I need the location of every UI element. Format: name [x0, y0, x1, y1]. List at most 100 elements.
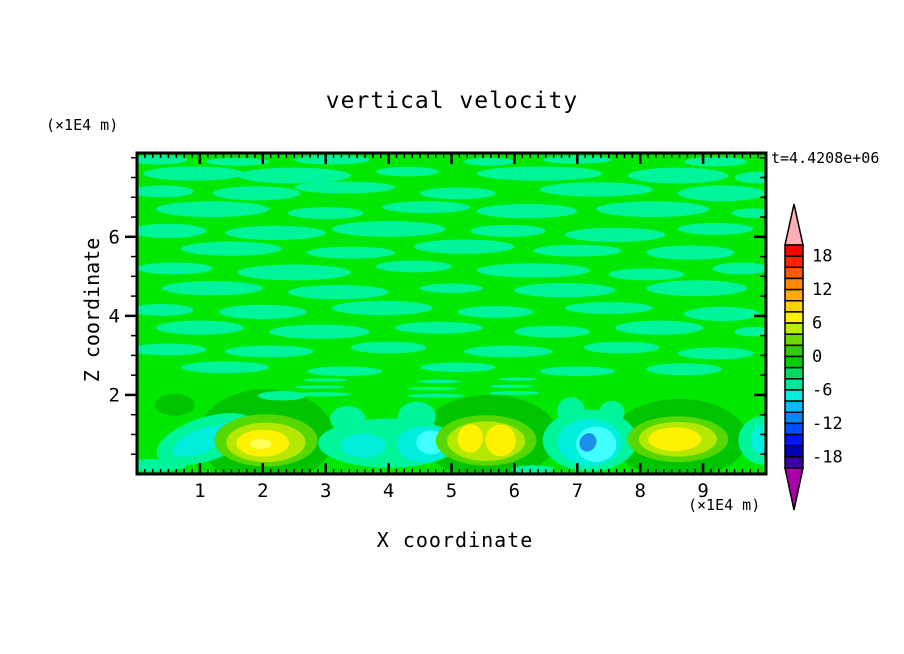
contour-blob-mint	[330, 406, 366, 432]
x-tick-label: 2	[257, 480, 268, 502]
contour-streak	[457, 305, 534, 318]
colorbar-label: 12	[812, 280, 832, 300]
contour-blob-yellow	[457, 424, 484, 453]
y-tick-label: 2	[109, 384, 120, 406]
x-tick-label: 6	[509, 480, 520, 502]
colorbar-label: -18	[812, 447, 843, 467]
contour-blob-bright_yellow	[250, 438, 272, 450]
contour-streak	[677, 185, 766, 202]
timestamp: t=4.4208e+06	[771, 149, 880, 167]
contour-blob-mint	[257, 390, 306, 401]
contour-blob-mint	[557, 397, 585, 425]
contour-streak	[420, 283, 483, 293]
contour-streak	[294, 392, 351, 397]
plot-interior	[137, 153, 766, 474]
contour-blob-cyan	[750, 423, 766, 457]
colorbar-segment	[784, 322, 804, 335]
contour-streak	[155, 320, 244, 335]
colorbar-segment	[784, 433, 804, 447]
contour-streak	[350, 341, 427, 354]
contour-streak	[137, 262, 213, 275]
contour-blob-cyan	[340, 433, 387, 458]
colorbar-over-arrow	[784, 203, 804, 246]
contour-streak	[331, 300, 433, 316]
contour-streak	[420, 362, 496, 373]
contour-streak	[420, 187, 496, 200]
contour-streak	[137, 154, 188, 165]
contour-streak	[583, 341, 660, 354]
contour-streak	[137, 223, 207, 238]
contour-streak	[303, 378, 348, 382]
contour-streak	[137, 304, 194, 316]
contour-streak	[306, 366, 383, 376]
colorbar-segment	[784, 344, 804, 358]
colorbar-label: 0	[812, 347, 822, 367]
contour-streak	[382, 201, 471, 214]
colorbar-segment	[784, 411, 804, 425]
contour-streak	[181, 241, 282, 256]
plot-frame	[135, 151, 768, 476]
contour-streak	[237, 167, 351, 184]
colorbar-segment	[784, 422, 804, 436]
colorbar-segment	[784, 333, 804, 347]
plot-title: vertical velocity	[325, 88, 579, 114]
contour-streak	[514, 325, 590, 338]
contour-streak	[212, 186, 301, 201]
contour-streak	[596, 201, 710, 218]
colorbar-segment	[784, 266, 804, 280]
colorbar-segment	[784, 444, 804, 458]
contour-streak	[731, 208, 766, 218]
contour-streak	[646, 280, 748, 297]
contour-blob-mint	[398, 401, 436, 432]
contour-blob-blue	[579, 433, 597, 452]
contour-blob-yellow	[648, 427, 702, 452]
colorbar: 18 12 6 0 -6 -12 -18	[784, 203, 843, 511]
contour-streak	[489, 384, 534, 388]
contour-streak	[564, 302, 653, 314]
colorbar-segment	[784, 311, 804, 324]
x-tick-label: 7	[572, 480, 583, 502]
contour-streak	[287, 285, 389, 300]
contour-streak	[498, 377, 537, 381]
y-axis-unit: (×1E4 m)	[46, 116, 119, 134]
contour-streak	[564, 227, 666, 242]
x-tick-label: 1	[194, 480, 205, 502]
colorbar-segment	[784, 277, 804, 291]
contour-streak	[539, 182, 653, 197]
contour-streak	[137, 185, 194, 198]
contour-streak	[287, 207, 364, 220]
contour-streak	[162, 281, 263, 296]
contour-streak	[237, 264, 351, 281]
x-tick-label: 9	[697, 480, 708, 502]
contour-blob-mint	[511, 465, 556, 474]
contour-streak	[677, 347, 754, 360]
contour-streak	[294, 181, 395, 194]
contour-streak	[677, 222, 754, 235]
contour-streak	[155, 201, 270, 218]
colorbar-segment	[784, 244, 804, 257]
contour-streak	[684, 156, 748, 167]
contour-blob-yellow	[485, 424, 516, 457]
contour-streak	[416, 379, 461, 384]
y-tick-label: 4	[109, 305, 120, 327]
contour-streak	[394, 321, 483, 334]
contour-streak	[225, 225, 326, 240]
contour-streak	[306, 246, 395, 259]
contour-streak	[627, 167, 729, 184]
contour-streak	[218, 304, 307, 320]
colorbar-segment	[784, 288, 804, 302]
colorbar-segment	[784, 400, 804, 414]
x-tick-label: 4	[383, 480, 394, 502]
x-axis-unit: (×1E4 m)	[688, 496, 761, 514]
tick-labels: 1 2 3 4 5 6 7 8 9 2 4 6	[109, 226, 709, 502]
colorbar-under-arrow	[784, 467, 804, 511]
contour-streak	[608, 268, 685, 281]
contour-streak	[489, 390, 540, 395]
contour-blob-mint	[599, 400, 625, 425]
contour-blob-dark_green	[154, 393, 195, 416]
contour-streak	[331, 220, 446, 237]
contour-plot: 1 2 3 4 5 6 7 8 9 2 4 6	[109, 151, 768, 502]
contour-streak	[533, 244, 622, 257]
colorbar-segment	[784, 300, 804, 313]
